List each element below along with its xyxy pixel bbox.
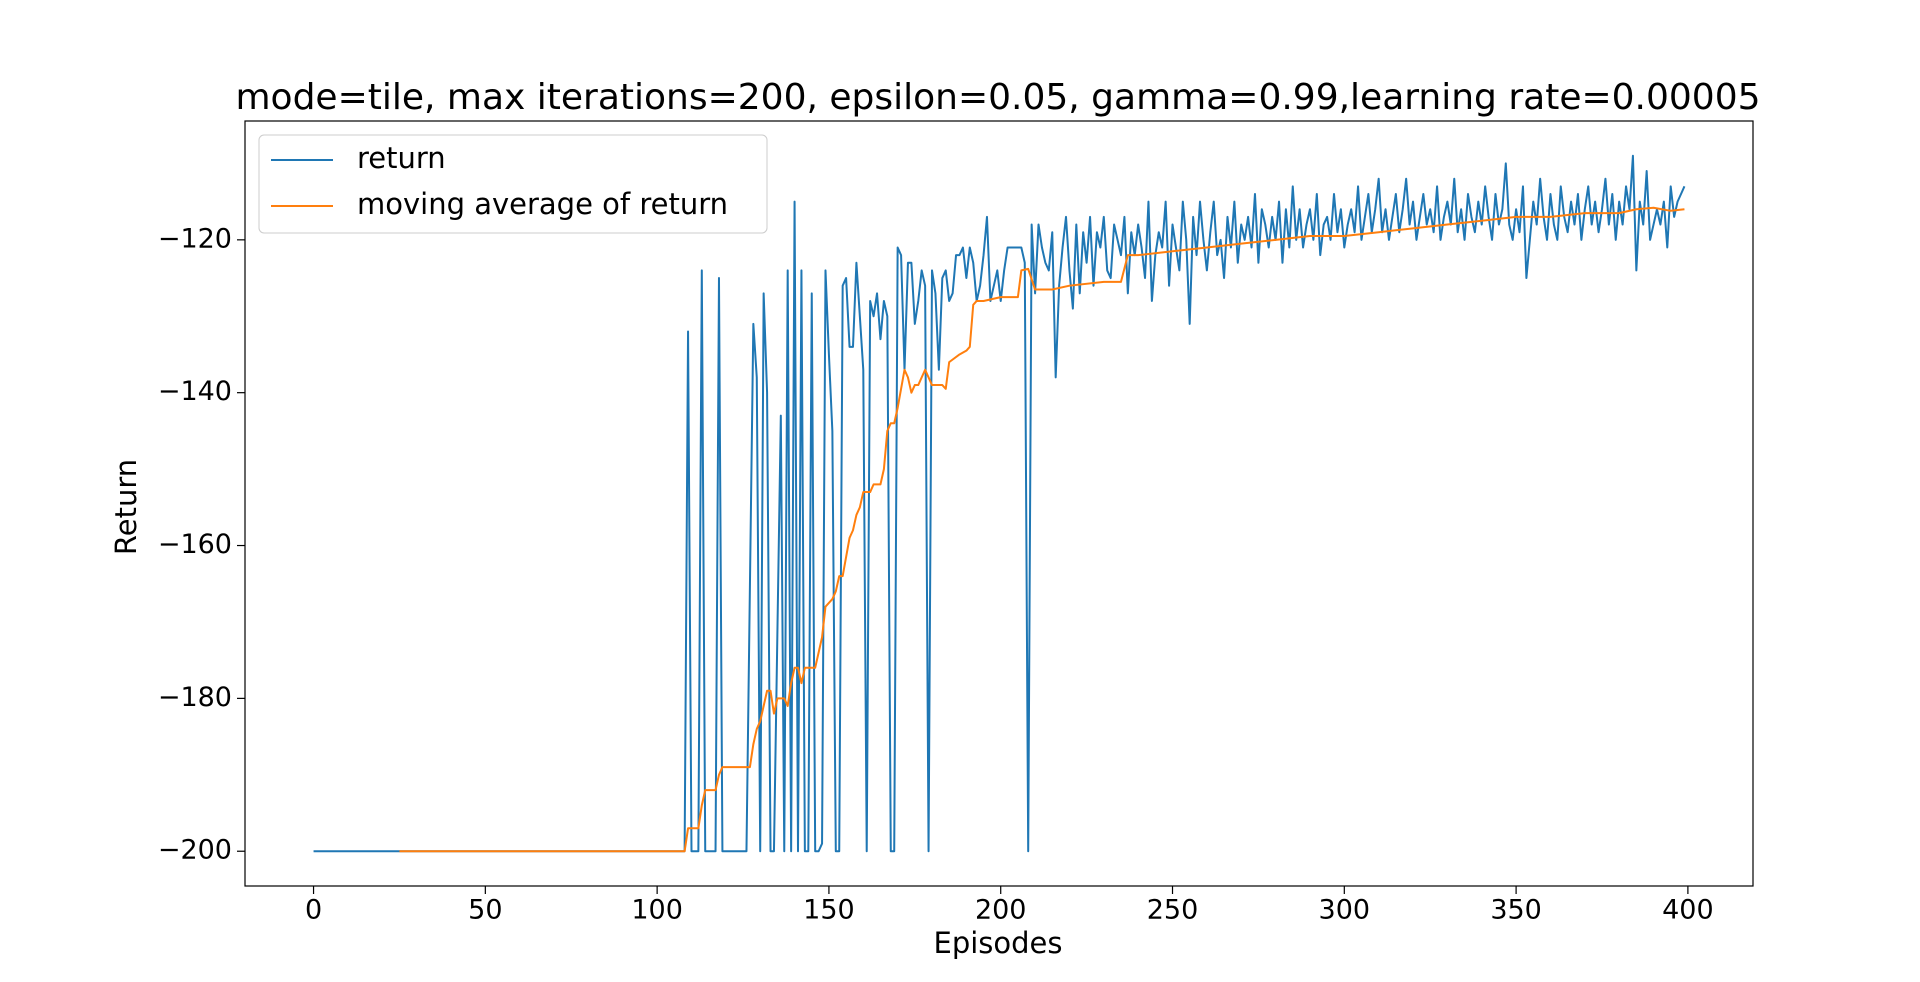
legend-label: moving average of return bbox=[357, 187, 728, 221]
y-tick-label: −140 bbox=[158, 376, 232, 407]
x-tick-label: 350 bbox=[1490, 895, 1542, 926]
legend: return moving average of return bbox=[258, 134, 768, 234]
y-tick-label: −180 bbox=[158, 682, 232, 713]
x-tick-label: 300 bbox=[1319, 895, 1371, 926]
chart-title: mode=tile, max iterations=200, epsilon=0… bbox=[235, 77, 1760, 118]
x-tick-label: 50 bbox=[468, 895, 502, 926]
x-tick-label: 200 bbox=[975, 895, 1027, 926]
y-tick-label: −160 bbox=[158, 529, 232, 560]
x-tick-label: 100 bbox=[631, 895, 683, 926]
x-axis-label: Episodes bbox=[934, 926, 1063, 960]
y-tick-label: −120 bbox=[158, 223, 232, 254]
legend-label: return bbox=[357, 141, 446, 175]
data-line bbox=[313, 154, 1686, 853]
x-tick-label: 0 bbox=[305, 895, 322, 926]
x-tick-label: 150 bbox=[803, 895, 855, 926]
y-axis-label: Return bbox=[109, 459, 143, 555]
axes-frame bbox=[244, 120, 1754, 887]
y-tick-label: −200 bbox=[158, 835, 232, 866]
x-tick-label: 400 bbox=[1662, 895, 1714, 926]
x-tick-label: 250 bbox=[1147, 895, 1199, 926]
legend-box bbox=[258, 134, 768, 234]
data-line bbox=[399, 206, 1685, 853]
